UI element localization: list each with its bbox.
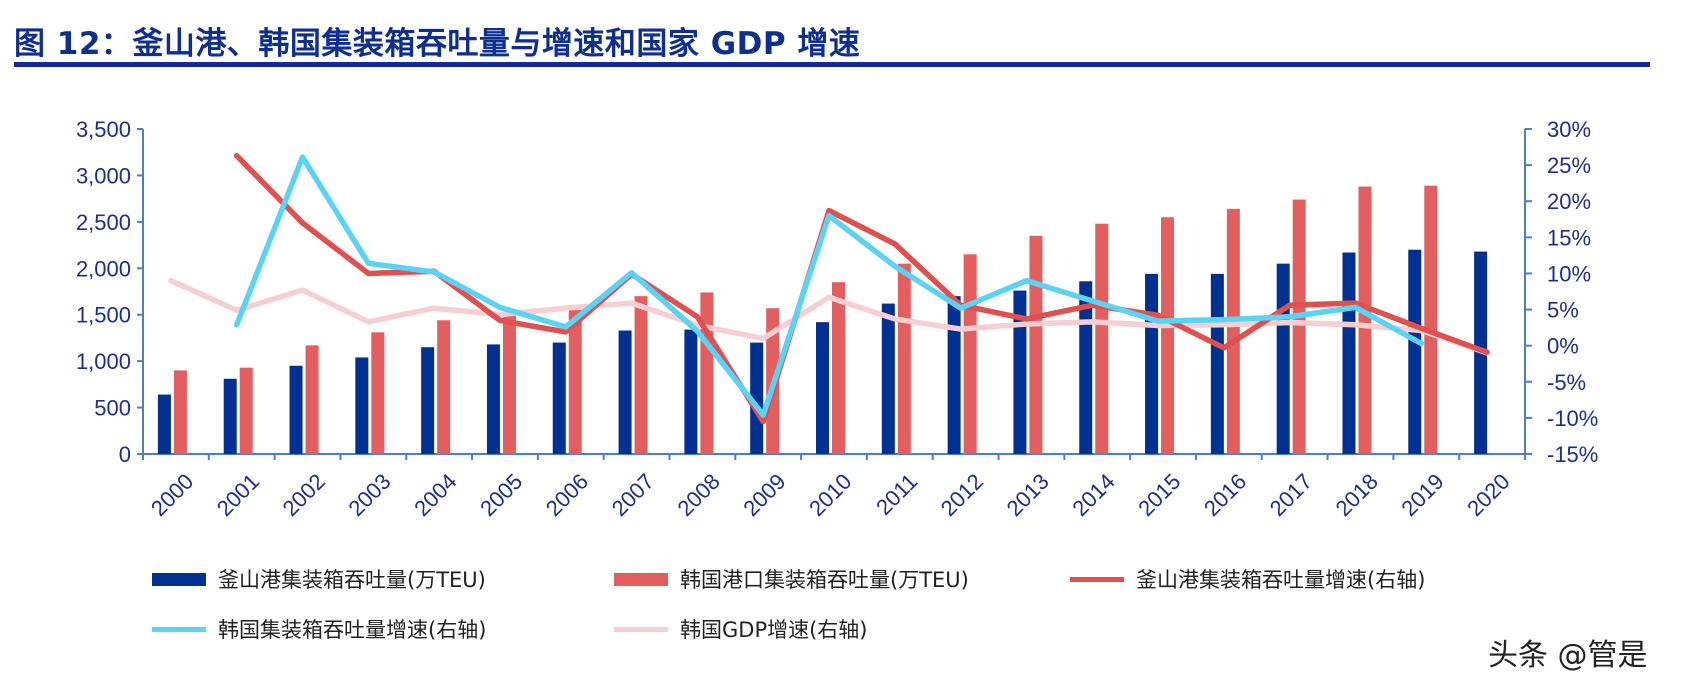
bar-busan-throughput xyxy=(881,303,895,454)
bar-busan-throughput xyxy=(1408,249,1422,454)
x-axis-tick-label: 2003 xyxy=(343,469,395,521)
legend-item-korea-growth: 韩国集装箱吞吐量增速(右轴) xyxy=(152,614,486,644)
bar-busan-throughput xyxy=(421,347,435,454)
right-axis-tick-label: -5% xyxy=(1547,370,1586,395)
bar-korea-throughput xyxy=(568,310,582,454)
x-axis-tick-label: 2018 xyxy=(1331,469,1383,521)
bar-busan-throughput xyxy=(684,329,698,454)
bar-korea-throughput xyxy=(305,345,319,454)
left-axis-tick-label: 1,500 xyxy=(76,303,131,328)
left-axis-tick-label: 2,500 xyxy=(76,210,131,235)
legend-item-busan-growth: 釜山港集装箱吞吐量增速(右轴) xyxy=(1070,564,1425,594)
watermark: 头条 @管是 xyxy=(1488,638,1648,673)
bar-busan-throughput xyxy=(289,365,303,454)
bar-korea-throughput xyxy=(1161,217,1175,454)
right-axis-tick-label: 15% xyxy=(1547,225,1591,250)
x-axis-tick-label: 2007 xyxy=(607,469,659,521)
bar-busan-throughput xyxy=(157,394,171,454)
bar-korea-throughput xyxy=(700,292,714,454)
x-axis-tick-label: 2017 xyxy=(1265,469,1317,521)
left-axis-tick-label: 500 xyxy=(94,396,131,421)
right-axis-tick-label: 10% xyxy=(1547,261,1591,286)
x-axis-tick-label: 2015 xyxy=(1133,469,1185,521)
x-axis-tick-label: 2006 xyxy=(541,469,593,521)
legend-swatch-busan-bar xyxy=(152,572,206,586)
bar-korea-throughput xyxy=(634,296,648,454)
x-axis-tick-label: 2001 xyxy=(212,469,264,521)
bar-korea-throughput xyxy=(1226,208,1240,454)
bar-korea-throughput xyxy=(371,332,385,454)
bar-korea-throughput xyxy=(1358,186,1372,455)
x-axis-tick-label: 2016 xyxy=(1199,469,1251,521)
x-axis-tick-label: 2019 xyxy=(1396,469,1448,521)
bar-busan-throughput xyxy=(552,342,566,454)
right-axis-tick-label: 5% xyxy=(1547,298,1579,323)
legend-label: 韩国港口集装箱吞吐量(万TEU) xyxy=(680,568,969,592)
left-axis-tick-label: 2,000 xyxy=(76,256,131,281)
x-axis-tick-label: 2014 xyxy=(1067,469,1119,521)
bar-korea-throughput xyxy=(832,282,845,454)
bar-korea-throughput xyxy=(1292,199,1306,454)
right-axis-tick-label: 25% xyxy=(1547,153,1591,178)
x-axis-tick-label: 2010 xyxy=(804,469,856,521)
x-axis-tick-label: 2013 xyxy=(1002,469,1054,521)
x-axis-tick-label: 2009 xyxy=(738,469,790,521)
bar-korea-throughput xyxy=(1029,235,1043,454)
bar-busan-throughput xyxy=(1145,273,1159,454)
bar-korea-throughput xyxy=(1424,185,1438,454)
bar-korea-throughput xyxy=(897,263,911,454)
legend-item-busan-bar: 釜山港集装箱吞吐量(万TEU) xyxy=(152,564,486,594)
chart-title: 图 12：釜山港、韩国集装箱吞吐量与增速和国家 GDP 增速 xyxy=(14,26,861,62)
legend-label: 釜山港集装箱吞吐量(万TEU) xyxy=(218,568,486,592)
right-axis-tick-label: -15% xyxy=(1547,442,1598,467)
x-axis-tick-label: 2002 xyxy=(278,469,330,521)
legend-swatch-korea-bar xyxy=(614,572,668,586)
legend-item-korea-bar: 韩国港口集装箱吞吐量(万TEU) xyxy=(614,564,969,594)
bar-korea-throughput xyxy=(173,370,187,454)
bar-korea-throughput xyxy=(963,254,977,454)
legend-swatch-gdp-growth xyxy=(614,626,668,632)
left-axis-tick-label: 0 xyxy=(119,442,131,467)
bar-busan-throughput xyxy=(1276,263,1290,454)
bar-busan-throughput xyxy=(618,330,632,454)
x-axis-tick-label: 2011 xyxy=(871,469,922,520)
x-axis-tick-label: 2005 xyxy=(475,469,527,521)
x-axis-tick-label: 2004 xyxy=(409,469,461,521)
left-axis-tick-label: 3,000 xyxy=(76,163,131,188)
bar-busan-throughput xyxy=(1013,290,1027,454)
legend-label: 韩国集装箱吞吐量增速(右轴) xyxy=(218,618,487,642)
left-axis-tick-label: 1,000 xyxy=(76,349,131,374)
legend-label: 釜山港集装箱吞吐量增速(右轴) xyxy=(1136,568,1426,592)
bar-busan-throughput xyxy=(816,322,829,454)
legend-swatch-korea-growth xyxy=(152,626,206,632)
legend-swatch-busan-growth xyxy=(1070,576,1124,582)
bar-korea-throughput xyxy=(239,367,253,454)
title-underline xyxy=(14,62,1650,67)
bar-busan-throughput xyxy=(355,357,369,454)
bar-busan-throughput xyxy=(1210,273,1224,454)
legend-item-gdp-growth: 韩国GDP增速(右轴) xyxy=(614,614,868,644)
right-axis-tick-label: -10% xyxy=(1547,406,1598,431)
bar-korea-throughput xyxy=(502,312,516,454)
bar-korea-throughput xyxy=(1095,223,1109,454)
x-axis-tick-label: 2020 xyxy=(1462,469,1514,521)
left-axis-tick-label: 3,500 xyxy=(76,117,131,142)
bar-korea-throughput xyxy=(437,320,451,454)
right-axis-tick-label: 0% xyxy=(1547,334,1579,359)
bar-busan-throughput xyxy=(1342,252,1356,454)
x-axis-tick-label: 2008 xyxy=(673,469,725,521)
right-axis-tick-label: 30% xyxy=(1547,117,1591,142)
bar-busan-throughput xyxy=(947,296,961,454)
line-korea-growth xyxy=(233,154,1425,418)
x-axis-tick-label: 2012 xyxy=(936,469,988,521)
legend-label: 韩国GDP增速(右轴) xyxy=(680,618,868,642)
bar-busan-throughput xyxy=(486,344,500,454)
x-axis-tick-label: 2000 xyxy=(146,469,198,521)
bar-busan-throughput xyxy=(223,378,237,454)
bar-busan-throughput xyxy=(750,342,764,454)
right-axis-tick-label: 20% xyxy=(1547,189,1591,214)
